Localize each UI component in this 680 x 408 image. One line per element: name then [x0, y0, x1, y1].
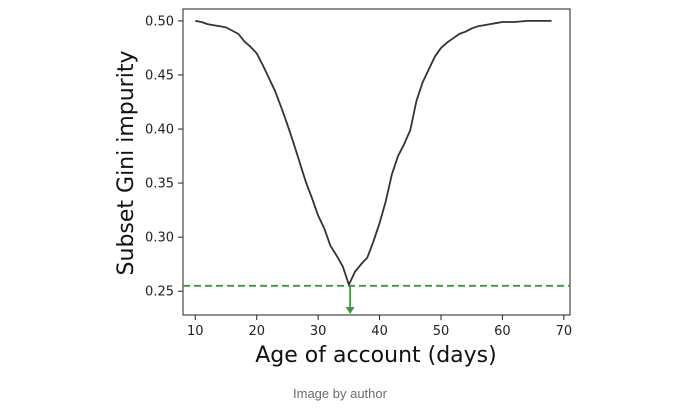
x-tick-label: 30	[310, 324, 327, 339]
x-tick-label: 70	[556, 324, 573, 339]
y-tick-label: 0.50	[145, 14, 174, 29]
x-tick-label: 20	[248, 324, 265, 339]
x-tick-label: 50	[433, 324, 450, 339]
x-axis-label: Age of account (days)	[255, 343, 496, 368]
y-tick-label: 0.30	[145, 231, 174, 246]
axes-frame	[182, 8, 571, 316]
min-arrow-head	[345, 307, 355, 314]
x-tick-label: 10	[187, 324, 204, 339]
y-tick-label: 0.45	[145, 68, 174, 83]
y-tick-label: 0.35	[145, 177, 174, 192]
image-caption: Image by author	[293, 386, 387, 401]
x-tick-label: 40	[371, 324, 388, 339]
y-tick-label: 0.25	[145, 285, 174, 300]
plot-area: 10 20 30 40 50 60 70 0.25 0.30 0.35 0.40 0.45 0.50	[145, 8, 573, 339]
y-axis-label: Subset Gini impurity	[114, 51, 139, 276]
series-line-0	[195, 19, 552, 286]
y-tick-label: 0.40	[145, 123, 174, 138]
x-tick-label: 60	[494, 324, 511, 339]
